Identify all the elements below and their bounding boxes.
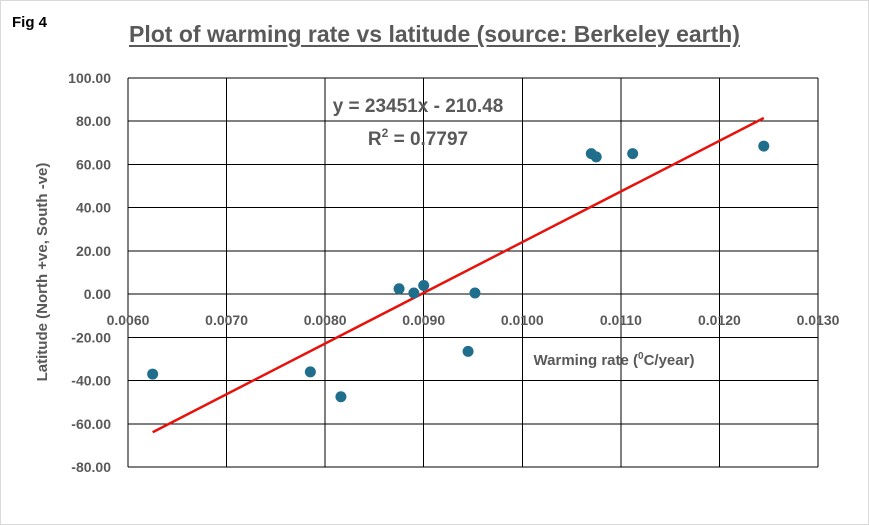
r-squared-label: R2 = 0.7797	[368, 126, 468, 150]
y-axis-title: Latitude (North +ve, South -ve)	[34, 163, 51, 382]
x-axis-title: Warming rate (0C/year)	[534, 351, 695, 369]
y-tick-labels: 100.00 80.00 60.00 40.00 20.00 0.00 -20.00 -40.…	[68, 70, 111, 475]
y-tick-label: 40.00	[76, 200, 111, 216]
x-tick-label: 0.0100	[501, 312, 544, 328]
x-axis-title-main: Warming rate (	[534, 352, 638, 369]
data-point	[418, 279, 430, 291]
data-point	[147, 368, 159, 380]
x-tick-label: 0.0080	[304, 312, 347, 328]
y-tick-label: -40.00	[71, 373, 111, 389]
data-point	[627, 148, 639, 160]
r-squared-prefix: R	[368, 129, 382, 150]
x-axis-title-unit: C/year)	[644, 352, 695, 369]
x-axis-title-superscript: 0	[638, 351, 644, 362]
trendline-equation: y = 23451x - 210.48	[333, 96, 504, 117]
r-squared-value: = 0.7797	[388, 129, 468, 150]
x-tick-label: 0.0090	[402, 312, 445, 328]
x-tick-label: 0.0070	[205, 312, 248, 328]
y-tick-label: -80.00	[71, 459, 111, 475]
x-tick-label: 0.0120	[698, 312, 741, 328]
data-point	[335, 391, 347, 403]
trendline-layer	[152, 116, 765, 434]
x-tick-label: 0.0060	[107, 312, 150, 328]
data-point	[408, 287, 420, 299]
x-tick-label: 0.0110	[600, 312, 642, 328]
data-point	[462, 345, 474, 357]
y-tick-label: 100.00	[68, 70, 111, 86]
y-tick-label: -60.00	[71, 416, 111, 432]
x-tick-label: 0.0130	[797, 312, 840, 328]
data-point	[469, 287, 481, 299]
figure-label: Fig 4	[12, 14, 48, 31]
grid-lines	[127, 77, 819, 468]
y-tick-label: -20.00	[71, 329, 111, 345]
y-tick-label: 0.00	[84, 286, 111, 302]
data-points	[147, 140, 770, 403]
data-point	[590, 151, 602, 163]
y-tick-label: 60.00	[76, 156, 111, 172]
data-point	[393, 283, 405, 295]
r-squared-superscript: 2	[382, 126, 389, 140]
y-tick-label: 80.00	[76, 113, 111, 129]
data-point	[304, 366, 316, 378]
x-tick-labels: 0.0060 0.0070 0.0080 0.0090 0.0100 0.0110 0.01…	[107, 312, 840, 328]
y-tick-label: 20.00	[76, 243, 111, 259]
trendline	[152, 116, 765, 434]
chart-title: Plot of warming rate vs latitude (source…	[129, 21, 740, 47]
data-point	[758, 140, 770, 152]
